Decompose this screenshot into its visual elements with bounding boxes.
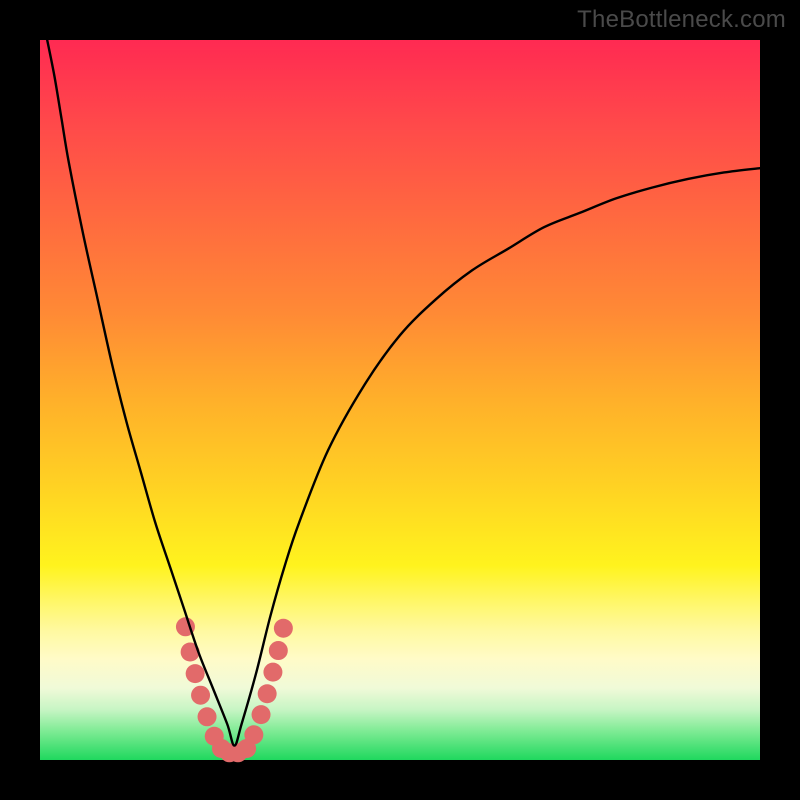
marker-dot [274,619,293,638]
marker-dot [191,686,210,705]
marker-dot [263,663,282,682]
marker-dot [244,725,263,744]
marker-dot [269,641,288,660]
marker-dot [258,684,277,703]
marker-dot [198,707,217,726]
plot-background [40,40,760,760]
watermark-text: TheBottleneck.com [577,6,786,34]
bottleneck-chart [0,0,800,800]
marker-dot [252,705,271,724]
marker-dot [186,664,205,683]
